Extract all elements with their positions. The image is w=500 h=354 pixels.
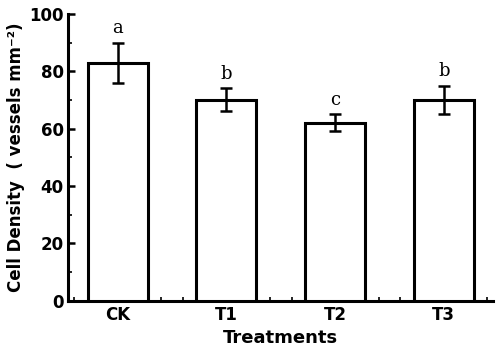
Bar (196, 100, 256, 301)
Text: c: c (330, 91, 340, 109)
Text: b: b (438, 62, 450, 80)
Y-axis label: Cell Density  ( vessels mm⁻²): Cell Density ( vessels mm⁻²) (7, 23, 25, 292)
Text: b: b (220, 65, 232, 83)
Text: a: a (112, 19, 123, 37)
Bar (88, 63, 148, 301)
Bar (305, 123, 365, 301)
Bar (414, 100, 474, 301)
X-axis label: Treatments: Treatments (223, 329, 338, 347)
